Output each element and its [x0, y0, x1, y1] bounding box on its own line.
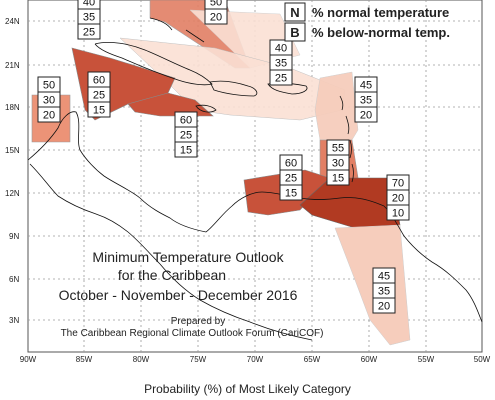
value-cell: [77, 23, 101, 40]
lat-label-6n: 6N: [9, 275, 19, 284]
value-cell: [354, 106, 378, 123]
legend-b-letter: B: [290, 25, 299, 40]
lon-label-85w: 85W: [76, 355, 93, 364]
value-cell: [204, 8, 228, 25]
value-text: 20: [43, 110, 55, 122]
value-cell: [386, 204, 410, 221]
value-box-greater-antilles-east: 40 35 25: [269, 39, 293, 86]
value-text: 40: [83, 0, 95, 9]
value-text: 55: [332, 143, 344, 155]
value-text: 35: [275, 58, 287, 70]
lon-label-75w: 75W: [190, 355, 207, 364]
value-text: 35: [83, 12, 95, 24]
value-text: 35: [378, 286, 390, 298]
lon-label-50w: 50W: [474, 355, 491, 364]
value-text: 70: [392, 178, 404, 190]
value-text: 60: [180, 115, 192, 127]
lat-label-24n: 24N: [5, 17, 20, 26]
value-text: 20: [360, 110, 372, 122]
probability-boxes: 4035255020403525503020602515602515453520…: [37, 0, 410, 314]
value-text: 15: [332, 173, 344, 185]
latitude-labels: 24N 21N 18N 15N 12N 9N 6N 3N: [5, 17, 20, 325]
value-box-windward-islands: 55 30 15: [326, 139, 350, 186]
value-box-trinidad-tobago: 70 20 10: [386, 174, 410, 221]
value-text: 15: [93, 105, 105, 117]
outlook-zones: [31, 0, 411, 346]
lon-label-90w: 90W: [20, 355, 37, 364]
prepared-by-org: The Caribbean Regional Climate Outlook F…: [61, 328, 324, 339]
title-line-1: Minimum Temperature Outlook: [92, 249, 284, 265]
value-text: 15: [180, 145, 192, 157]
value-text: 35: [360, 95, 372, 107]
value-text: 50: [43, 80, 55, 92]
value-text: 45: [378, 271, 390, 283]
value-text: 20: [210, 12, 222, 24]
value-text: 25: [83, 27, 95, 39]
value-text: 25: [180, 130, 192, 142]
legend-b-text: % below-normal temp.: [312, 25, 450, 40]
lat-label-21n: 21N: [5, 61, 20, 70]
value-text: 10: [392, 208, 404, 220]
lon-label-65w: 65W: [304, 355, 321, 364]
value-cell: [372, 297, 396, 314]
value-text: 40: [275, 43, 287, 55]
value-box-jamaica-south: 60 25 15: [174, 111, 198, 158]
value-cell: [269, 69, 293, 86]
value-text: 50: [210, 0, 222, 9]
value-text: 45: [360, 80, 372, 92]
value-cell: [37, 106, 61, 123]
lon-label-55w: 55W: [418, 355, 435, 364]
longitude-labels: 90W 85W 80W 75W 70W 65W 60W 55W 50W: [20, 355, 491, 364]
value-box-lesser-antilles-north: 45 35 20: [354, 76, 378, 123]
value-cell: [326, 169, 350, 186]
value-box-guianas: 45 35 20: [372, 267, 396, 314]
value-text: 25: [93, 90, 105, 102]
lat-label-9n: 9N: [9, 232, 19, 241]
value-cell: [87, 101, 111, 118]
value-text: 60: [93, 75, 105, 87]
value-text: 20: [392, 193, 404, 205]
lat-label-12n: 12N: [5, 189, 20, 198]
map-title: Minimum Temperature Outlook for the Cari…: [59, 249, 324, 339]
legend-b-box: [284, 22, 306, 42]
zone-lesser-antilles-north: [314, 71, 359, 141]
lat-label-18n: 18N: [5, 103, 20, 112]
value-box-abc-islands: 60 25 15: [279, 154, 303, 201]
value-box-bahamas: 40 35 25: [77, 0, 101, 40]
value-cell: [279, 184, 303, 201]
value-text: 25: [275, 73, 287, 85]
lat-label-15n: 15N: [5, 146, 20, 155]
title-line-2: for the Caribbean: [118, 267, 226, 283]
prepared-by-label: Prepared by: [171, 316, 225, 327]
lon-label-60w: 60W: [361, 355, 378, 364]
value-text: 15: [285, 188, 297, 200]
lat-label-3n: 3N: [9, 316, 19, 325]
lon-label-80w: 80W: [133, 355, 150, 364]
value-cell: [174, 141, 198, 158]
value-box-belize-yucatan: 50 30 20: [37, 76, 61, 123]
value-text: 25: [285, 173, 297, 185]
legend-n-box: [284, 2, 306, 22]
value-text: 60: [285, 158, 297, 170]
value-text: 30: [332, 158, 344, 170]
lon-label-70w: 70W: [247, 355, 264, 364]
zone-jamaica-south: [127, 92, 214, 117]
probability-caption: Probability (%) of Most Likely Category: [144, 382, 351, 396]
title-line-3: October - November - December 2016: [59, 287, 298, 303]
legend-n-text: % normal temperature: [312, 5, 449, 20]
value-box-cuba-west: 60 25 15: [87, 71, 111, 118]
coastlines: [27, 17, 483, 341]
value-text: 30: [43, 95, 55, 107]
legend: N % normal temperature B % below-normal …: [284, 2, 450, 42]
value-text: 20: [378, 301, 390, 313]
legend-n-letter: N: [290, 5, 299, 20]
